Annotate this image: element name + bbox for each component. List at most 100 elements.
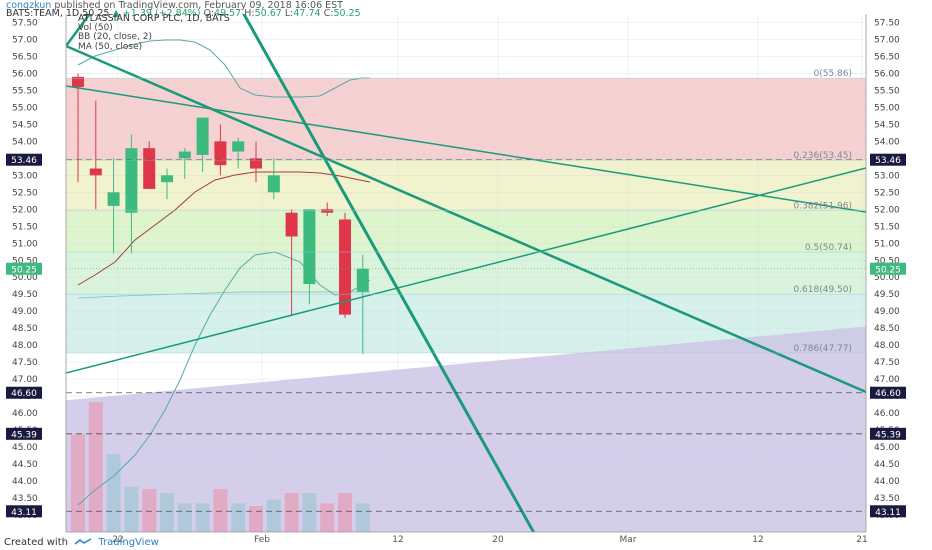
volume-bar: [142, 489, 157, 532]
author-name[interactable]: congzkun: [6, 0, 52, 11]
y-tick-label-left: 48.00: [12, 341, 38, 351]
candle: [250, 141, 262, 183]
candle-body: [143, 148, 156, 189]
low-value: 47.74: [293, 8, 321, 19]
y-tick-label-left: 52.50: [12, 188, 38, 198]
price-badge-label: 50.25: [875, 265, 901, 275]
y-tick-label-left: 53.00: [12, 171, 38, 181]
publish-info: congzkun published on TradingView.com, F…: [6, 0, 343, 11]
y-tick-label-left: 48.50: [12, 324, 38, 334]
trendline-down-long: [66, 44, 866, 394]
y-tick-label-right: 44.00: [874, 477, 900, 487]
price-badge-label: 46.60: [11, 389, 37, 399]
candle: [107, 158, 120, 254]
y-tick-label-left: 51.50: [12, 222, 38, 232]
y-tick-label-right: 55.50: [874, 86, 900, 96]
y-tick-label-left: 56.00: [12, 69, 38, 79]
y-tick-label-left: 57.50: [12, 18, 38, 28]
candle-body: [178, 151, 191, 159]
fib-label: 0.786(47.77): [793, 344, 852, 354]
y-tick-label-right: 49.50: [874, 290, 900, 300]
y-tick-label-right: 51.00: [874, 239, 900, 249]
high-value: 50.67: [254, 8, 282, 19]
candle-body: [321, 209, 334, 213]
candle: [321, 202, 334, 217]
price-badge-bg: [6, 505, 42, 518]
candle: [303, 209, 316, 305]
legend-vol: Vol (50): [78, 22, 113, 33]
candle: [161, 168, 173, 200]
legend-title: ATLASSIAN CORP PLC, 1D, BATS: [78, 13, 230, 24]
publish-text: published on TradingView.com, February 0…: [54, 0, 343, 11]
y-tick-label-right: 52.00: [874, 205, 900, 215]
legend-bb: BB (20, close, 2): [78, 32, 153, 42]
y-tick-label-right: 51.50: [874, 222, 900, 232]
candle-body: [267, 175, 280, 193]
price-badge-label: 45.39: [875, 430, 901, 440]
fib-label: 0(55.86): [813, 69, 852, 79]
candle-body: [232, 141, 245, 152]
volume-bar: [124, 486, 139, 532]
price-badge-left: 53.46: [6, 153, 42, 166]
y-tick-label-right: 55.00: [874, 103, 900, 113]
fib-band: [66, 160, 866, 211]
y-tick-label-right: 54.00: [874, 137, 900, 147]
price-badge-right: 50.25: [870, 262, 906, 275]
x-tick-label: Mar: [620, 535, 637, 545]
y-tick-label-left: 55.50: [12, 86, 38, 96]
price-badge-bg: [870, 505, 906, 518]
volume-bar: [320, 503, 335, 532]
candle-body: [214, 141, 227, 166]
y-tick-label-left: 46.00: [12, 409, 38, 419]
x-tick-label: Feb: [254, 535, 270, 545]
volume-bar: [177, 503, 192, 532]
footer-brand[interactable]: TradingView: [98, 537, 159, 548]
y-tick-label-left: 47.00: [12, 375, 38, 385]
fib-band: [66, 252, 866, 295]
price-badge-label: 53.46: [875, 156, 901, 166]
bb-upper-line: [77, 39, 370, 98]
y-tick-label-left: 50.00: [12, 273, 38, 283]
price-badge-right: 46.60: [870, 386, 906, 399]
y-tick-label-right: 48.50: [874, 324, 900, 334]
y-tick-label-right: 52.50: [874, 188, 900, 198]
candle-body: [356, 268, 369, 292]
price-badge-bg: [6, 386, 42, 399]
x-tick-label: 22: [112, 535, 123, 545]
y-tick-label-right: 56.00: [874, 69, 900, 79]
y-tick-label-right: 47.00: [874, 375, 900, 385]
y-tick-label-right: 45.00: [874, 443, 900, 453]
price-badge-right: 45.39: [870, 427, 906, 440]
close-label: C:: [323, 8, 334, 19]
candle: [267, 158, 280, 200]
x-tick-label: 21: [856, 535, 867, 545]
footer: Created with TradingView: [4, 537, 159, 548]
y-tick-label-right: 48.00: [874, 341, 900, 351]
y-tick-label-right: 54.50: [874, 120, 900, 130]
y-tick-label-left: 54.50: [12, 120, 38, 130]
price-badge-bg: [870, 386, 906, 399]
y-tick-label-left: 51.00: [12, 239, 38, 249]
candle: [143, 141, 156, 189]
open-value: 49.57: [214, 8, 242, 19]
candle: [72, 73, 84, 183]
footer-created: Created with: [4, 537, 68, 548]
fib-label: 0.5(50.74): [805, 243, 852, 253]
y-tick-label-left: 49.50: [12, 290, 38, 300]
volume-bar: [213, 489, 228, 532]
price-badge-label: 46.60: [875, 389, 901, 399]
quote-line: BATS:TEAM, 1D 50.25 ▲ +1.39 (+2.84%) O:4…: [6, 8, 361, 19]
ma-line: [77, 171, 371, 286]
candle-body: [303, 209, 316, 285]
y-tick-label-right: 50.50: [874, 256, 900, 266]
trendline-up: [66, 167, 866, 374]
y-tick-label-left: 52.00: [12, 205, 38, 215]
price-badge-bg: [6, 427, 42, 440]
volume-bar: [106, 454, 121, 532]
price-badge-right: 43.11: [870, 505, 906, 518]
y-tick-label-right: 57.00: [874, 35, 900, 45]
price-badge-label: 53.46: [11, 156, 37, 166]
candle-body: [89, 168, 102, 176]
price-badge-label: 43.11: [875, 508, 901, 518]
